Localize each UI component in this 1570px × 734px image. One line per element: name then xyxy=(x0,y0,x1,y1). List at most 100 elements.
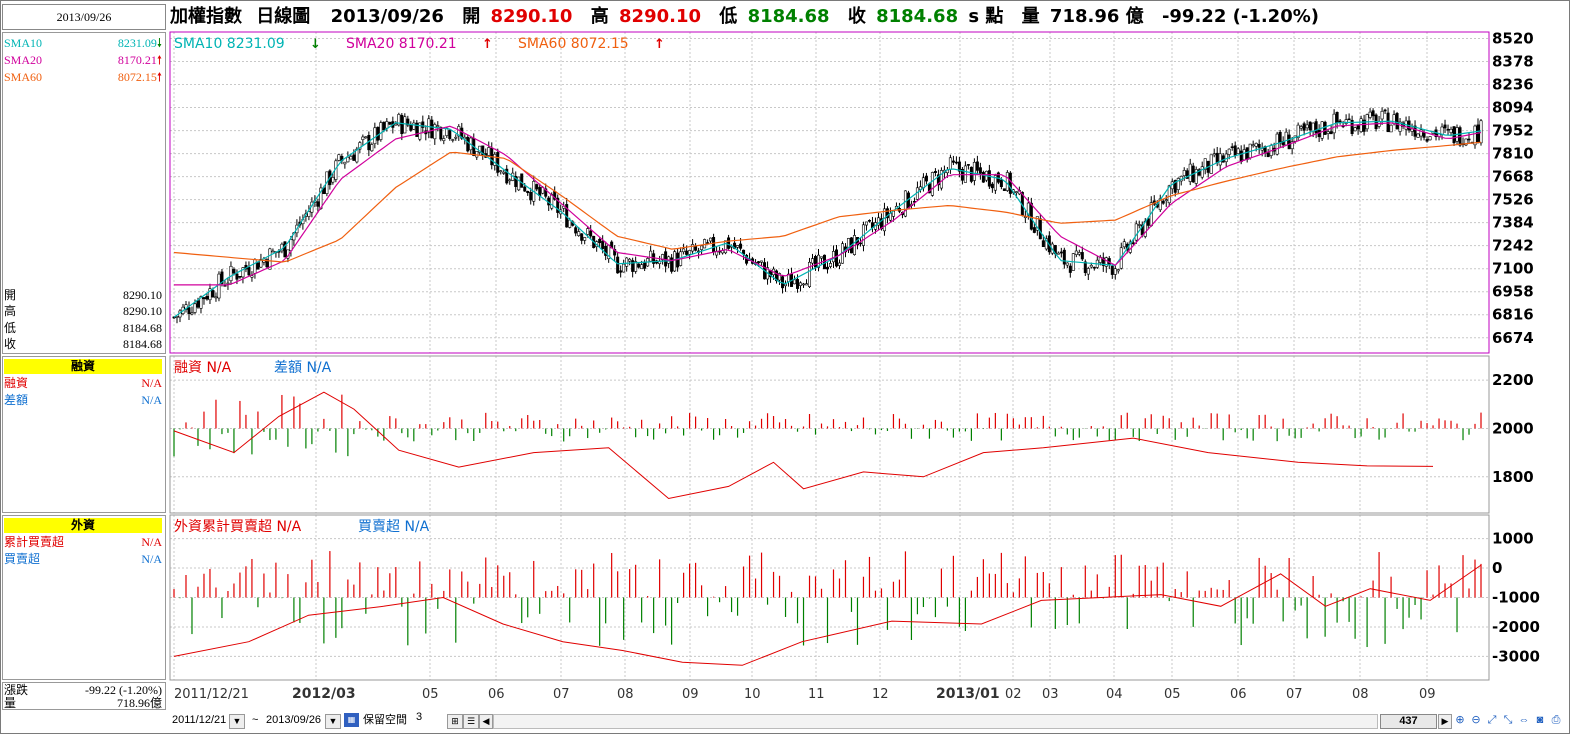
candle xyxy=(811,253,815,270)
scroll-left-button[interactable]: ◀ xyxy=(479,714,493,729)
candle xyxy=(1416,133,1420,138)
candle xyxy=(1146,217,1150,230)
candle xyxy=(867,219,871,223)
shrink-icon[interactable]: ⤡ xyxy=(1503,714,1513,726)
candle xyxy=(781,274,785,294)
list-toggle-icon[interactable]: ☰ xyxy=(463,714,479,729)
candle xyxy=(1251,140,1255,148)
y-tick-label: 6674 xyxy=(1492,329,1534,347)
candle xyxy=(1425,136,1429,143)
candle xyxy=(1230,143,1234,151)
expand-icon[interactable]: ⤢ xyxy=(1487,714,1497,726)
zoom-in-icon[interactable]: ⊕ xyxy=(1455,714,1465,726)
print-icon[interactable]: ⎙ xyxy=(1551,714,1561,726)
candle xyxy=(1428,136,1432,141)
candle xyxy=(433,122,437,145)
candle xyxy=(535,183,539,192)
candle xyxy=(448,129,452,141)
chevron-left-icon: ◀ xyxy=(482,716,490,726)
sidebar-change: 漲跌 -99.22 (-1.20%) xyxy=(4,683,162,697)
candle xyxy=(1218,147,1222,172)
candle xyxy=(1413,120,1417,141)
candle xyxy=(703,238,707,249)
candle xyxy=(538,183,542,201)
candle xyxy=(981,170,985,183)
candle xyxy=(496,148,500,177)
y-tick-label: 7952 xyxy=(1492,122,1534,140)
candle xyxy=(1443,119,1447,134)
candle xyxy=(1296,122,1300,141)
candle xyxy=(511,167,515,182)
candle xyxy=(202,296,206,305)
candle xyxy=(379,120,383,142)
margin-header: 融資 xyxy=(4,359,162,374)
candle xyxy=(1038,213,1042,240)
start-date-dropdown[interactable]: ▼ xyxy=(229,714,245,729)
sidebar-main-panel xyxy=(2,32,166,354)
candle xyxy=(1245,147,1249,163)
y-tick-label: 8236 xyxy=(1492,76,1534,94)
candle xyxy=(954,156,958,165)
candle xyxy=(837,259,841,270)
candle xyxy=(939,167,943,191)
candle xyxy=(957,156,961,178)
y-tick-label: 1800 xyxy=(1492,468,1534,486)
sidebar-date: 2013/09/26 xyxy=(2,4,166,30)
sma-line-sma60 xyxy=(173,141,1482,263)
candle xyxy=(1374,113,1378,132)
y-tick-label: 7526 xyxy=(1492,191,1534,209)
candle xyxy=(846,237,850,253)
x-tick-label: 02 xyxy=(1005,687,1022,702)
sidebar-margin-row: 融資 N/A xyxy=(4,376,162,390)
scroll-right-button[interactable]: ▶ xyxy=(1438,714,1452,729)
fit-icon[interactable]: ⇔ xyxy=(1518,714,1530,726)
zoom-out-icon[interactable]: ⊖ xyxy=(1471,714,1481,726)
grid-toggle-icon[interactable]: ⊞ xyxy=(447,714,463,729)
candle xyxy=(1362,114,1366,136)
end-date-dropdown[interactable]: ▼ xyxy=(325,714,341,729)
candle xyxy=(331,173,335,185)
camera-icon[interactable]: ◙ xyxy=(1536,714,1544,726)
y-tick-label: 1000 xyxy=(1492,530,1534,548)
unit-label: s 點 xyxy=(968,6,1004,27)
candle xyxy=(1464,138,1468,147)
y-tick-label: 7668 xyxy=(1492,168,1534,186)
candle xyxy=(256,262,260,270)
candle xyxy=(466,134,470,153)
x-tick-label: 08 xyxy=(1352,687,1369,702)
candle xyxy=(253,258,257,279)
candle xyxy=(1257,139,1261,154)
bar-count[interactable]: 437 xyxy=(1380,714,1437,729)
candle xyxy=(975,155,979,174)
candle xyxy=(978,162,982,180)
candle xyxy=(514,171,518,193)
period-label: 日線圖 xyxy=(256,6,311,27)
candle xyxy=(1197,168,1201,176)
legend-margin-0: 融資 N/A xyxy=(174,360,232,376)
candle xyxy=(1221,153,1225,163)
candle xyxy=(505,165,509,185)
candle xyxy=(580,233,584,245)
high-label: 高 xyxy=(590,6,609,27)
candle xyxy=(652,249,656,268)
candle xyxy=(784,280,788,292)
sidebar-volume: 量 718.96億 xyxy=(4,696,162,710)
candle xyxy=(397,112,401,127)
open-label: 開 xyxy=(462,6,481,27)
y-tick-label: -3000 xyxy=(1492,647,1540,665)
horizontal-scrollbar[interactable] xyxy=(493,714,1378,729)
candle xyxy=(790,267,794,287)
candle xyxy=(700,245,704,256)
candle xyxy=(520,173,524,188)
candle xyxy=(367,131,371,157)
candle xyxy=(820,256,824,265)
candle xyxy=(1209,154,1213,175)
candle xyxy=(897,202,901,214)
candle xyxy=(1452,126,1456,147)
calendar-icon[interactable]: ▦ xyxy=(344,713,359,727)
foreign-header: 外資 xyxy=(4,518,162,533)
candle xyxy=(1092,266,1096,271)
candle xyxy=(682,243,686,255)
sidebar-sma60: SMA60 8072.15🠕 xyxy=(4,70,162,84)
candle xyxy=(933,168,937,177)
